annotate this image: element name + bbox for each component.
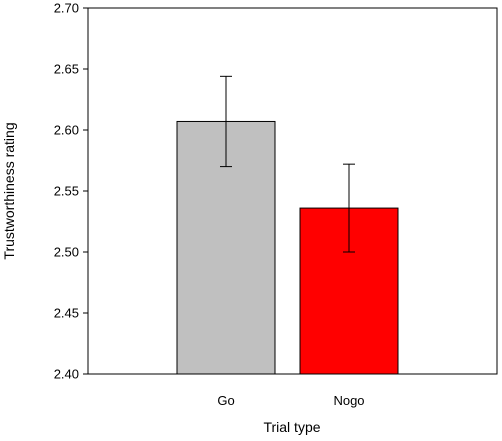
y-tick-label: 2.55: [54, 184, 79, 199]
x-axis: Go Nogo: [217, 393, 364, 408]
bars: [176, 120, 399, 375]
y-tick-label: 2.60: [54, 123, 79, 138]
y-tick-label: 2.65: [54, 62, 79, 77]
y-tick-label: 2.40: [54, 367, 79, 382]
x-tick-label: Nogo: [333, 393, 364, 408]
y-tick-label: 2.70: [54, 1, 79, 16]
plot-frame: [87, 7, 498, 375]
error-bars: [220, 75, 355, 253]
x-axis-label: Trial type: [263, 419, 320, 435]
y-tick-label: 2.50: [54, 245, 79, 260]
y-axis-label: Trustworthiness rating: [1, 122, 17, 259]
y-axis: 2.40 2.45 2.50 2.55 2.60 2.65 2.70: [54, 1, 88, 382]
x-tick-label: Go: [217, 393, 234, 408]
y-tick-label: 2.45: [54, 306, 79, 321]
